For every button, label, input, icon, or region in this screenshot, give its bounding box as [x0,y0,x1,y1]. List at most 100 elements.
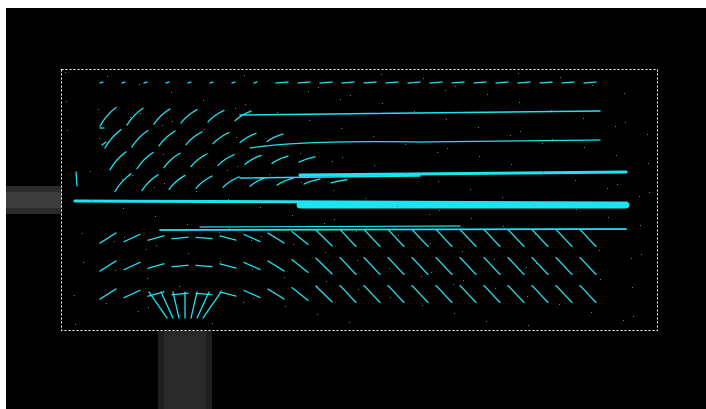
noise-speck [203,100,204,101]
noise-speck [471,218,472,219]
noise-speck [180,315,181,316]
noise-speck [74,295,75,296]
noise-speck [470,189,471,190]
noise-speck [260,207,261,208]
noise-speck [381,74,382,75]
noise-speck [511,164,512,165]
noise-speck [309,120,310,121]
noise-speck [405,144,406,145]
noise-speck [422,305,423,306]
noise-speck [421,276,422,277]
noise-speck [301,182,302,183]
noise-speck [227,170,228,171]
noise-speck [277,112,278,113]
noise-speck [608,217,609,218]
noise-speck [430,243,431,244]
noise-speck [284,277,285,278]
noise-speck [584,147,585,148]
noise-speck [237,166,238,167]
noise-speck [462,251,463,252]
noise-speck [510,135,511,136]
noise-speck [592,85,593,86]
noise-speck [528,325,529,326]
noise-speck [99,138,100,139]
noise-speck [188,253,189,254]
noise-speck [212,323,213,324]
noise-speck [147,278,148,279]
noise-speck [164,183,165,184]
noise-speck [90,171,91,172]
noise-speck [187,224,188,225]
noise-speck [220,261,221,262]
noise-speck [326,281,327,282]
noise-speck [195,162,196,163]
noise-speck [423,78,424,79]
noise-speck [551,110,552,111]
noise-speck [300,153,301,154]
noise-speck [350,95,351,96]
noise-speck [98,109,99,110]
noise-speck [342,157,343,158]
noise-speck [600,279,601,280]
noise-speck [649,192,650,193]
noise-speck [536,263,537,264]
noise-speck [156,245,157,246]
noise-speck [65,72,66,73]
noise-speck [269,174,270,175]
noise-speck [268,145,269,146]
noise-speck [463,280,464,281]
noise-speck [349,322,350,323]
noise-speck [599,250,600,251]
noise-speck [293,244,294,245]
noise-speck [478,127,479,128]
noise-speck [534,205,535,206]
noise-speck [356,231,357,232]
noise-speck [139,84,140,85]
noise-speck [123,208,124,209]
noise-speck [437,152,438,153]
noise-speck [631,258,632,259]
noise-speck [235,108,236,109]
noise-speck [382,103,383,104]
noise-speck [550,81,551,82]
noise-speck [559,304,560,305]
noise-speck [479,156,480,157]
noise-speck [406,173,407,174]
noise-speck [519,102,520,103]
noise-speck [131,146,132,147]
noise-speck [365,198,366,199]
noise-speck [431,272,432,273]
noise-speck [163,154,164,155]
noise-speck [334,219,335,220]
noise-speck [292,215,293,216]
noise-speck [429,214,430,215]
noise-speck [413,82,414,83]
noise-speck [244,75,245,76]
noise-speck [616,155,617,156]
noise-speck [503,226,504,227]
noise-speck [398,235,399,236]
noise-speck [340,99,341,100]
flow-image [0,0,706,409]
outlet-channel-core [164,331,206,409]
noise-speck [494,259,495,260]
noise-speck [640,225,641,226]
noise-speck [107,76,108,77]
noise-speck [154,187,155,188]
noise-speck [625,122,626,123]
noise-speck [576,209,577,210]
noise-speck [591,312,592,313]
noise-speck [373,136,374,137]
noise-speck [341,128,342,129]
noise-speck [333,190,334,191]
noise-speck [83,262,84,263]
noise-speck [358,289,359,290]
noise-speck [82,233,83,234]
noise-speck [148,307,149,308]
noise-speck [124,237,125,238]
noise-speck [228,199,229,200]
noise-speck [196,191,197,192]
noise-speck [455,86,456,87]
noise-speck [221,290,222,291]
inlet-channel-core [6,192,62,208]
